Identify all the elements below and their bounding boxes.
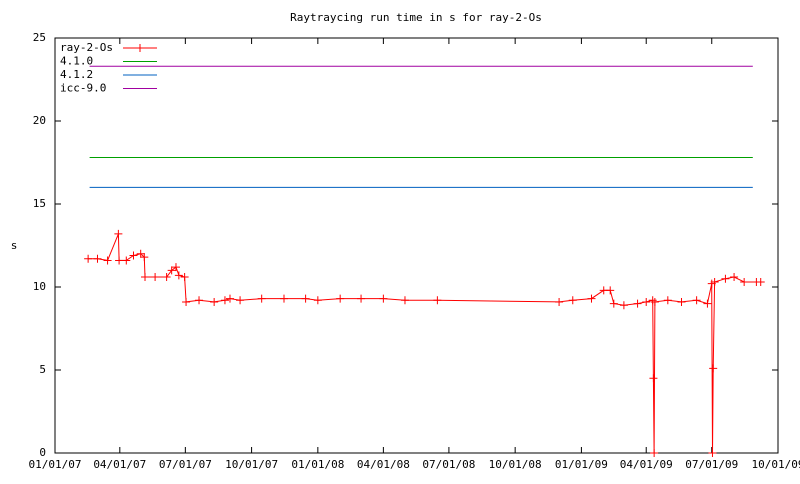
point-marker <box>433 296 442 305</box>
x-tick-label: 07/01/08 <box>422 458 475 471</box>
point-marker <box>313 296 322 305</box>
x-tick-label: 04/01/09 <box>620 458 673 471</box>
point-marker <box>357 294 366 303</box>
point-marker <box>301 294 310 303</box>
point-marker <box>180 273 189 282</box>
point-marker <box>336 294 345 303</box>
point-marker <box>619 301 628 310</box>
legend-label: 4.1.0 <box>60 55 93 68</box>
point-marker <box>257 294 266 303</box>
point-marker <box>609 299 618 308</box>
point-marker <box>740 278 749 287</box>
y-tick-label: 5 <box>39 363 46 376</box>
y-tick-label: 0 <box>39 446 46 459</box>
point-marker <box>115 256 124 265</box>
point-marker <box>162 273 171 282</box>
legend-label: icc-9.0 <box>60 82 106 95</box>
point-marker <box>236 296 245 305</box>
y-tick-label: 10 <box>33 280 46 293</box>
point-marker <box>141 273 150 282</box>
point-marker <box>692 296 701 305</box>
y-tick-label: 20 <box>33 114 46 127</box>
x-tick-label: 07/01/09 <box>685 458 738 471</box>
point-marker <box>649 374 658 383</box>
point-marker <box>721 274 730 283</box>
point-marker <box>220 296 229 305</box>
point-marker <box>677 297 686 306</box>
point-marker <box>606 286 615 295</box>
x-tick-label: 04/01/07 <box>93 458 146 471</box>
point-marker <box>663 296 672 305</box>
point-marker <box>140 253 149 262</box>
point-marker <box>633 299 642 308</box>
point-marker <box>182 297 191 306</box>
point-marker <box>151 273 160 282</box>
point-marker <box>703 299 712 308</box>
point-marker <box>136 249 145 258</box>
point-marker <box>709 364 718 373</box>
point-marker <box>171 263 180 272</box>
plot-frame <box>54 37 779 454</box>
chart-title: Raytraycing run time in s for ray-2-Os <box>290 11 542 24</box>
point-marker <box>587 294 596 303</box>
point-marker <box>225 294 234 303</box>
point-marker <box>93 254 102 263</box>
legend-marker <box>136 44 144 52</box>
point-marker <box>210 297 219 306</box>
point-marker <box>400 296 409 305</box>
point-marker <box>129 251 138 260</box>
point-marker <box>710 278 719 287</box>
point-marker <box>279 294 288 303</box>
point-marker <box>642 297 651 306</box>
x-tick-label: 01/01/08 <box>291 458 344 471</box>
x-tick-label: 04/01/08 <box>357 458 410 471</box>
x-tick-label: 01/01/07 <box>29 458 82 471</box>
point-marker <box>650 449 659 457</box>
point-marker <box>122 256 131 265</box>
y-tick-label: 25 <box>33 31 46 44</box>
point-marker <box>103 256 112 265</box>
point-marker <box>167 266 176 275</box>
point-marker <box>568 296 577 305</box>
point-marker <box>730 273 739 282</box>
x-tick-label: 01/01/09 <box>555 458 608 471</box>
point-marker <box>708 449 717 457</box>
series-line <box>88 233 761 454</box>
point-marker <box>114 229 123 238</box>
x-tick-label: 07/01/07 <box>159 458 212 471</box>
y-tick-label: 15 <box>33 197 46 210</box>
y-axis-label: s <box>11 239 18 252</box>
point-marker <box>555 297 564 306</box>
point-marker <box>195 296 204 305</box>
x-tick-label: 10/01/08 <box>489 458 542 471</box>
point-marker <box>174 271 183 280</box>
point-marker <box>379 294 388 303</box>
x-tick-label: 10/01/07 <box>225 458 278 471</box>
legend-label: 4.1.2 <box>60 68 93 81</box>
point-marker <box>756 278 765 287</box>
x-tick-label: 10/01/09 <box>752 458 800 471</box>
legend-label: ray-2-Os <box>60 41 113 54</box>
point-marker <box>84 254 93 263</box>
point-marker <box>650 297 659 306</box>
point-marker <box>648 296 657 305</box>
